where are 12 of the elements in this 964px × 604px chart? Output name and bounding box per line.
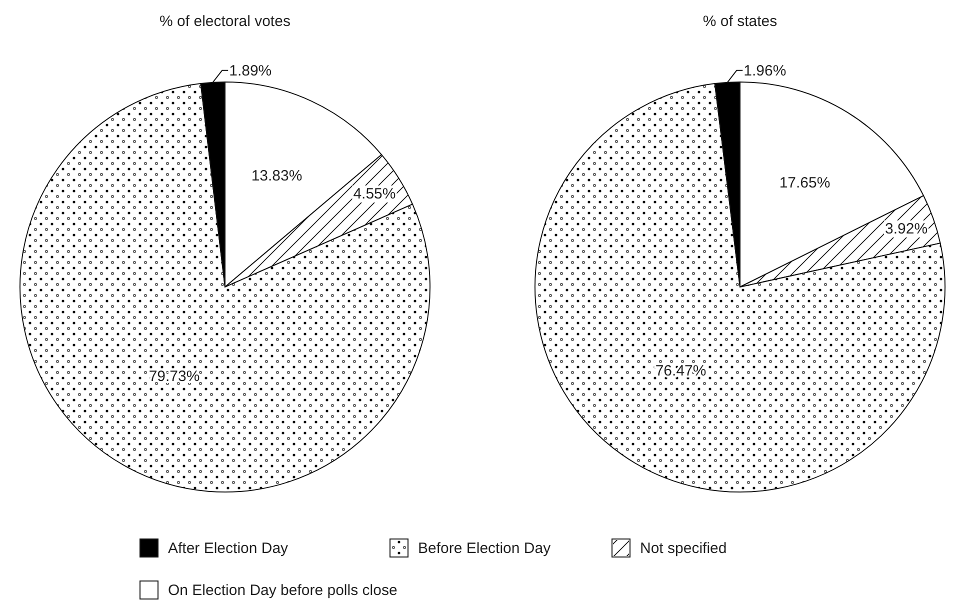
legend-label: After Election Day <box>168 540 289 557</box>
data-label: 13.83% <box>251 167 302 184</box>
data-label: 76.47% <box>655 362 706 380</box>
data-label: 1.89% <box>229 62 272 80</box>
legend-label: Before Election Day <box>418 540 552 557</box>
data-label: 17.65% <box>779 174 830 192</box>
data-label: 1.96% <box>744 62 786 80</box>
chart-title: % of states <box>702 13 778 30</box>
legend-label: Not specified <box>640 540 727 557</box>
legend-label: On Election Day before polls close <box>168 582 398 599</box>
data-label: 79.73% <box>148 368 200 386</box>
chart-title: % of electoral votes <box>160 13 290 30</box>
